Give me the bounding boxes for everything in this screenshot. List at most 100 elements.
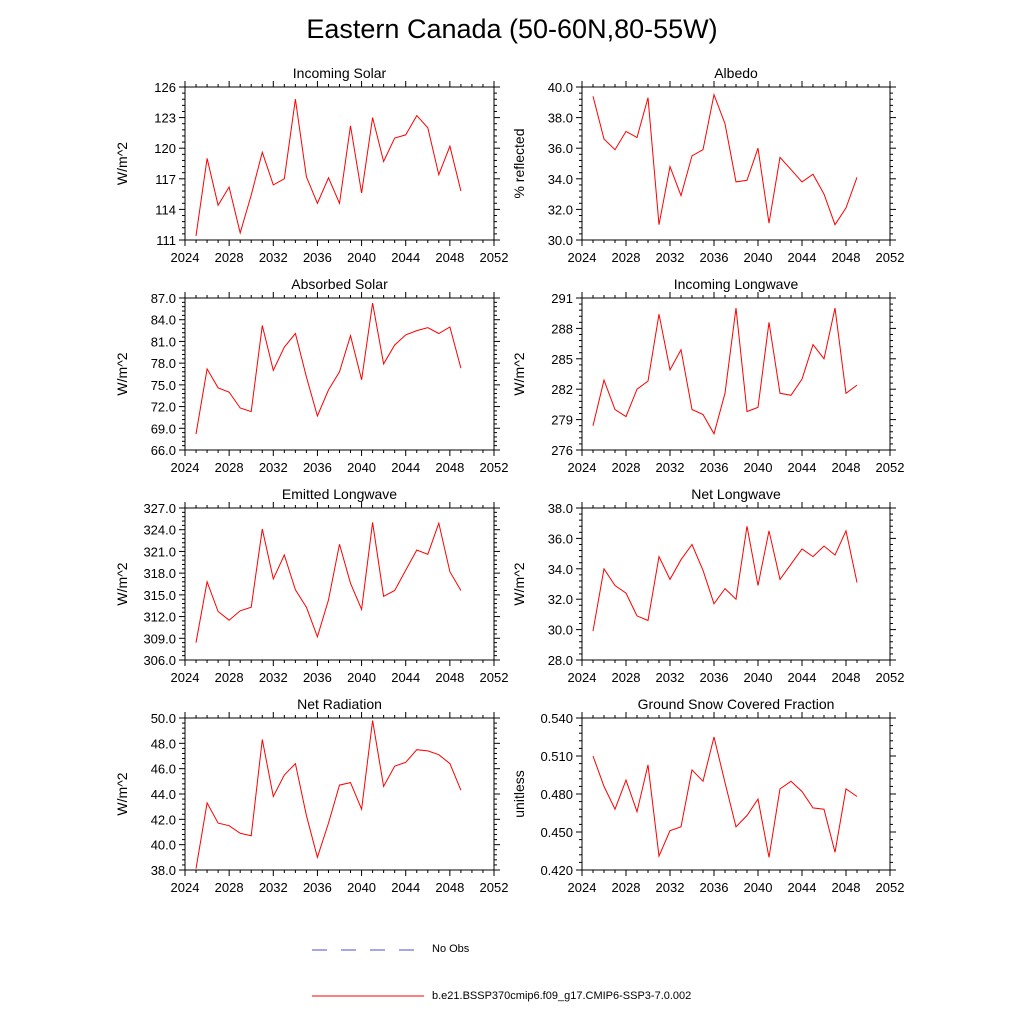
x-tick-label: 2040 — [744, 460, 773, 475]
x-tick-label: 2052 — [876, 460, 905, 475]
y-tick-label: 28.0 — [548, 653, 573, 668]
plot-frame — [184, 86, 495, 241]
panel-incoming-solar: Incoming Solar W/m^2 2024 2028 2032 2036 2040 2… — [114, 65, 508, 265]
y-axis-label: % reflected — [511, 128, 527, 198]
x-tick-label: 2044 — [391, 460, 420, 475]
x-tick-label: 2040 — [347, 460, 376, 475]
y-tick-label: 32.0 — [548, 592, 573, 607]
y-tick-label: 69.0 — [151, 421, 176, 436]
series-line — [592, 92, 858, 226]
y-tick-label: 324.0 — [143, 523, 176, 538]
y-tick-label: 318.0 — [143, 566, 176, 581]
y-tick-label: 120 — [154, 141, 176, 156]
x-tick-label: 2048 — [832, 880, 861, 895]
x-tick-label: 2040 — [347, 670, 376, 685]
x-tick-label: 2044 — [788, 670, 817, 685]
x-tick-label: 2040 — [744, 880, 773, 895]
x-tick-label: 2024 — [568, 460, 597, 475]
x-tick-label: 2036 — [303, 250, 332, 265]
y-tick-label: 276 — [551, 443, 573, 458]
x-tick-label: 2044 — [391, 670, 420, 685]
panel-ground-snow-covered-fraction: Ground Snow Covered Fraction unitless 2024… — [511, 696, 904, 895]
x-tick-label: 2040 — [744, 670, 773, 685]
x-tick-label: 2048 — [435, 670, 464, 685]
y-tick-label: 50.0 — [151, 711, 176, 726]
y-axis-label: W/m^2 — [114, 772, 130, 815]
y-tick-label: 306.0 — [143, 653, 176, 668]
y-axis-label: W/m^2 — [114, 562, 130, 605]
x-tick-label: 2036 — [303, 670, 332, 685]
x-tick-label: 2024 — [171, 880, 200, 895]
x-tick-label: 2036 — [700, 670, 729, 685]
plot-frame — [581, 86, 891, 241]
series-line — [195, 521, 462, 643]
y-tick-label: 315.0 — [143, 588, 176, 603]
y-tick-label: 309.0 — [143, 631, 176, 646]
x-tick-label: 2044 — [788, 250, 817, 265]
x-tick-label: 2032 — [259, 460, 288, 475]
y-tick-label: 288 — [551, 321, 573, 336]
x-tick-label: 2032 — [656, 250, 685, 265]
panel-incoming-longwave: Incoming Longwave W/m^2 2024 2028 2032 2036 20… — [511, 276, 904, 475]
y-tick-label: 75.0 — [151, 378, 176, 393]
y-tick-label: 126 — [154, 80, 176, 95]
y-tick-label: 66.0 — [151, 443, 176, 458]
x-tick-label: 2048 — [435, 250, 464, 265]
plot-frame — [184, 717, 495, 871]
x-tick-label: 2036 — [700, 880, 729, 895]
x-tick-label: 2028 — [215, 250, 244, 265]
legend-label-no-obs: No Obs — [432, 943, 470, 955]
x-tick-label: 2024 — [171, 250, 200, 265]
y-tick-label: 42.0 — [151, 812, 176, 827]
plot-frame — [581, 507, 891, 661]
y-axis-label: W/m^2 — [114, 352, 130, 395]
x-tick-label: 2032 — [656, 670, 685, 685]
x-tick-label: 2028 — [215, 460, 244, 475]
panel-absorbed-solar: Absorbed Solar W/m^2 2024 2028 2032 2036 2040 2… — [114, 276, 508, 475]
x-tick-label: 2044 — [391, 880, 420, 895]
x-tick-label: 2028 — [612, 460, 641, 475]
x-tick-label: 2052 — [480, 670, 509, 685]
panel-title: Net Longwave — [691, 486, 781, 502]
x-tick-label: 2048 — [832, 670, 861, 685]
x-tick-label: 2028 — [612, 670, 641, 685]
plot-frame — [184, 297, 495, 451]
x-tick-label: 2052 — [480, 460, 509, 475]
panel-emitted-longwave: Emitted Longwave W/m^2 2024 2028 2032 2036 204… — [114, 486, 508, 685]
x-tick-label: 2028 — [612, 880, 641, 895]
y-tick-label: 36.0 — [548, 531, 573, 546]
x-tick-label: 2040 — [744, 250, 773, 265]
y-tick-label: 38.0 — [548, 501, 573, 516]
series-line — [592, 526, 858, 632]
x-tick-label: 2052 — [480, 250, 509, 265]
panel-title: Emitted Longwave — [282, 486, 397, 502]
x-tick-label: 2052 — [876, 670, 905, 685]
x-tick-label: 2032 — [259, 250, 288, 265]
x-tick-label: 2044 — [391, 250, 420, 265]
x-tick-label: 2032 — [656, 460, 685, 475]
legend — [312, 949, 424, 997]
y-axis-label: unitless — [511, 770, 527, 817]
y-tick-label: 0.420 — [540, 863, 573, 878]
x-tick-label: 2036 — [700, 250, 729, 265]
y-tick-label: 87.0 — [151, 291, 176, 306]
x-tick-label: 2024 — [568, 880, 597, 895]
y-tick-label: 84.0 — [151, 313, 176, 328]
x-tick-label: 2052 — [480, 880, 509, 895]
y-tick-label: 38.0 — [151, 863, 176, 878]
y-tick-label: 0.510 — [540, 749, 573, 764]
panel-title: Ground Snow Covered Fraction — [638, 696, 835, 712]
x-tick-label: 2028 — [215, 880, 244, 895]
x-tick-label: 2028 — [612, 250, 641, 265]
x-tick-label: 2024 — [171, 460, 200, 475]
panel-net-radiation: Net Radiation W/m^2 2024 2028 2032 2036 2040 20… — [114, 696, 508, 895]
x-tick-label: 2032 — [259, 880, 288, 895]
y-tick-label: 44.0 — [151, 787, 176, 802]
y-tick-label: 36.0 — [548, 141, 573, 156]
y-tick-label: 327.0 — [143, 501, 176, 516]
y-tick-label: 0.480 — [540, 787, 573, 802]
x-tick-label: 2036 — [303, 880, 332, 895]
x-tick-label: 2048 — [435, 880, 464, 895]
plot-frame — [184, 507, 495, 661]
